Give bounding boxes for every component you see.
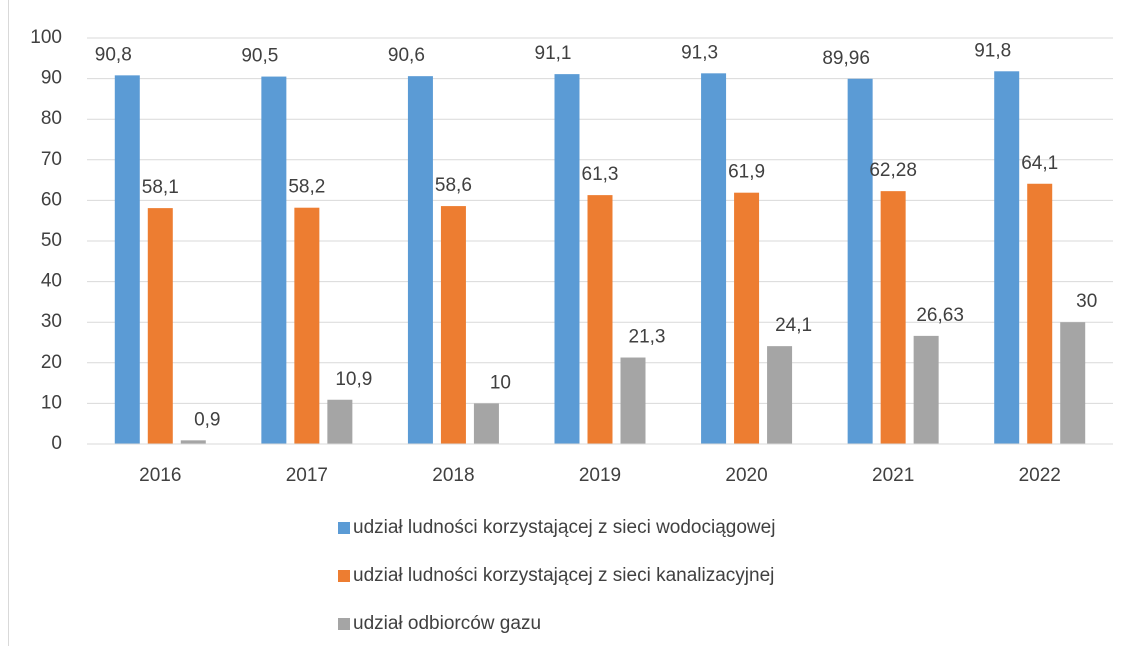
bar <box>327 399 353 444</box>
data-label: 91,1 <box>535 43 572 64</box>
bar <box>701 73 727 445</box>
legend-label: udział odbiorców gazu <box>353 613 541 634</box>
bar <box>261 76 287 444</box>
bar <box>1060 322 1086 444</box>
data-label: 26,63 <box>916 305 964 326</box>
data-label: 21,3 <box>629 327 666 348</box>
data-label: 0,9 <box>194 409 220 430</box>
data-label: 58,1 <box>142 177 179 198</box>
legend-swatch <box>338 618 350 630</box>
data-label: 64,1 <box>1021 153 1058 174</box>
bar <box>294 207 320 444</box>
y-tick-label: 80 <box>41 108 62 129</box>
data-label: 91,8 <box>974 40 1011 61</box>
x-tick-label: 2020 <box>725 465 767 486</box>
legend-label: udział ludności korzystającej z sieci wo… <box>353 517 775 538</box>
data-label: 10,9 <box>335 369 372 390</box>
data-label: 58,2 <box>288 177 325 198</box>
y-tick-label: 0 <box>51 433 62 454</box>
legend-label: udział ludności korzystającej z sieci ka… <box>353 565 774 586</box>
bar <box>994 71 1020 445</box>
y-tick-label: 60 <box>41 189 62 210</box>
data-label: 90,8 <box>95 44 132 65</box>
x-tick-label: 2018 <box>432 465 474 486</box>
bar <box>880 191 906 444</box>
bar <box>913 335 939 444</box>
x-tick-label: 2017 <box>286 465 328 486</box>
data-label: 90,6 <box>388 45 425 66</box>
y-tick-label: 100 <box>30 27 62 48</box>
data-label: 30 <box>1076 291 1097 312</box>
legend-swatch <box>338 570 350 582</box>
data-label: 58,6 <box>435 175 472 196</box>
bar <box>847 78 873 445</box>
y-tick-label: 40 <box>41 271 62 292</box>
bar <box>767 346 793 444</box>
data-label: 62,28 <box>869 160 917 181</box>
bar <box>734 192 760 444</box>
bar <box>620 357 646 444</box>
bar <box>180 440 206 444</box>
data-label: 61,3 <box>582 164 619 185</box>
bar <box>473 403 499 444</box>
y-tick-label: 30 <box>41 311 62 332</box>
y-tick-label: 70 <box>41 149 62 170</box>
x-tick-label: 2021 <box>872 465 914 486</box>
data-label: 91,3 <box>681 42 718 63</box>
data-label: 10 <box>490 372 511 393</box>
data-label: 24,1 <box>775 315 812 336</box>
x-tick-label: 2022 <box>1019 465 1061 486</box>
x-tick-label: 2016 <box>139 465 181 486</box>
bar <box>1027 183 1053 444</box>
y-tick-label: 50 <box>41 230 62 251</box>
y-tick-label: 10 <box>41 392 62 413</box>
data-label: 90,5 <box>241 46 278 67</box>
bar <box>587 195 613 444</box>
bar <box>440 206 466 444</box>
bar <box>114 75 140 445</box>
chart-frame <box>8 0 9 646</box>
x-tick-label: 2019 <box>579 465 621 486</box>
bar <box>407 76 433 444</box>
y-tick-label: 90 <box>41 68 62 89</box>
data-label: 61,9 <box>728 162 765 183</box>
bar <box>554 74 580 444</box>
data-label: 89,96 <box>822 48 870 69</box>
legend-swatch <box>338 522 350 534</box>
y-tick-label: 20 <box>41 352 62 373</box>
bar <box>147 208 173 444</box>
